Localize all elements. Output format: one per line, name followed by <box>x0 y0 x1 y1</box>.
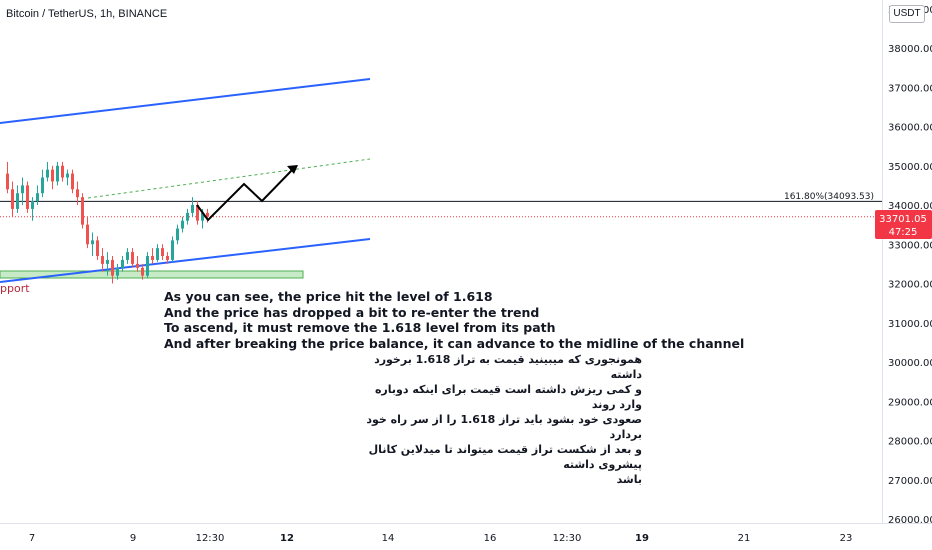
candle-body <box>51 169 54 182</box>
fib-label: 161.80%(34093.53) <box>784 192 874 202</box>
candle-body <box>81 197 84 225</box>
time-tick-label: 16 <box>484 533 497 544</box>
candle-body <box>171 240 174 260</box>
current-price-value: 33701.05 <box>879 214 927 225</box>
price-tick-label: 28000.00 <box>888 437 932 448</box>
annotation-line: باشد <box>616 473 642 486</box>
candle-body <box>26 185 29 209</box>
price-tick-label: 35000.00 <box>888 162 932 173</box>
time-tick-label: 14 <box>382 533 395 544</box>
candle-body <box>151 256 154 260</box>
candle-body <box>181 220 184 229</box>
candle-body <box>11 189 14 209</box>
time-tick-label: 21 <box>738 533 751 544</box>
support-label: pport <box>0 282 30 295</box>
candle-body <box>161 248 164 257</box>
candles-group <box>6 161 209 284</box>
candle-body <box>191 205 194 213</box>
time-axis[interactable]: 7 9 12:30 12 14 16 12:30 19 21 23 <box>29 533 853 544</box>
candle-body <box>131 252 134 264</box>
candle-body <box>196 205 199 221</box>
candle-body <box>201 212 204 221</box>
channel-lower-line[interactable] <box>0 238 371 283</box>
candle-body <box>71 173 74 190</box>
price-tick-label: 37000.00 <box>888 83 932 94</box>
channel-midline[interactable] <box>87 158 371 199</box>
candle-body <box>91 240 94 245</box>
candle-body <box>206 212 209 217</box>
candle-body <box>186 212 189 221</box>
candle-body <box>21 185 24 194</box>
price-axis[interactable]: 39000.0038000.0037000.0036000.0035000.00… <box>888 5 932 526</box>
candle-body <box>111 259 114 276</box>
time-tick-label: 23 <box>840 533 853 544</box>
annotation-line: And after breaking the price balance, it… <box>164 335 745 351</box>
price-tick-label: 36000.00 <box>888 123 932 134</box>
time-tick-label: 12 <box>280 533 294 544</box>
price-tick-label: 27000.00 <box>888 476 932 487</box>
candle-body <box>116 267 119 276</box>
candle-body <box>86 224 89 245</box>
price-tick-label: 32000.00 <box>888 280 932 291</box>
annotation-line: و کمی ریزش داشته است قیمت برای اینکه دوب… <box>374 383 642 411</box>
time-tick-label: 12:30 <box>196 533 225 544</box>
annotation-line: همونجوری که میبینید قیمت به تراز 1.618 ب… <box>374 353 642 381</box>
candle-body <box>66 173 69 178</box>
candle-body <box>41 177 44 194</box>
price-tick-label: 30000.00 <box>888 358 932 369</box>
candle-body <box>121 259 124 268</box>
candle-body <box>16 193 19 209</box>
time-tick-label: 12:30 <box>553 533 582 544</box>
candle-body <box>141 267 144 276</box>
candle-body <box>106 259 109 264</box>
annotation-line: And the price has dropped a bit to re-en… <box>164 304 540 320</box>
candle-body <box>61 165 64 178</box>
candle-body <box>46 169 49 178</box>
projection-arrowhead <box>287 165 298 174</box>
projection-path[interactable] <box>196 167 295 222</box>
support-zone[interactable] <box>0 270 304 279</box>
time-tick-label: 19 <box>635 533 649 544</box>
candle-body <box>101 256 104 264</box>
candle-body <box>6 173 9 190</box>
annotation-line: صعودی خود بشود باید تراز 1.618 را از سر … <box>366 413 642 441</box>
candle-body <box>156 248 159 260</box>
symbol-title[interactable]: Bitcoin / TetherUS, 1h, BINANCE <box>6 8 168 20</box>
annotation-line: و بعد از شکست تراز قیمت میتواند تا میدلا… <box>368 443 642 471</box>
current-price-countdown: 47:25 <box>889 227 918 238</box>
channel-upper-line[interactable] <box>0 78 371 124</box>
candle-body <box>36 193 39 202</box>
annotation-line: As you can see, the price hit the level … <box>164 289 493 304</box>
candle-body <box>136 263 139 268</box>
candle-body <box>56 165 59 182</box>
candle-body <box>166 256 169 260</box>
price-tick-label: 26000.00 <box>888 515 932 526</box>
price-tick-label: 29000.00 <box>888 397 932 408</box>
annotation-line: To ascend, it must remove the 1.618 leve… <box>164 320 556 335</box>
annotation-english: As you can see, the price hit the level … <box>164 289 744 351</box>
time-tick-label: 7 <box>29 533 35 544</box>
price-tick-label: 33000.00 <box>888 240 932 251</box>
price-tick-label: 31000.00 <box>888 319 932 330</box>
time-tick-label: 9 <box>130 533 136 544</box>
candle-body <box>31 201 34 209</box>
price-tick-label: 38000.00 <box>888 44 932 55</box>
candle-body <box>96 240 99 257</box>
price-tick-label: 34000.00 <box>888 201 932 212</box>
annotation-persian: همونجوری که میبینید قیمت به تراز 1.618 ب… <box>352 352 642 487</box>
candle-body <box>76 189 79 198</box>
candle-body <box>176 228 179 241</box>
candle-body <box>126 252 129 260</box>
currency-badge[interactable]: USDT <box>889 5 925 23</box>
current-price-badge <box>875 210 932 239</box>
candle-body <box>146 256 149 276</box>
